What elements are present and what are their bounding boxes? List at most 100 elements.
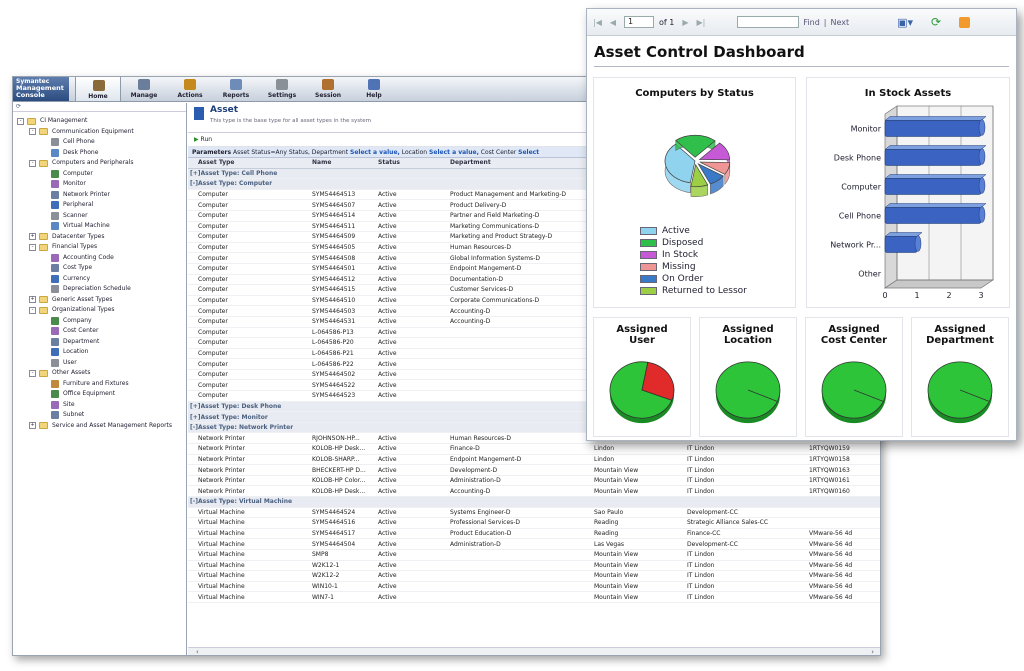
pie-slice-active[interactable] (664, 143, 696, 184)
print-icon[interactable] (959, 16, 971, 28)
table-row[interactable]: Computer SYM54464522 Active (188, 380, 880, 392)
tree-item-desk-phone[interactable]: Desk Phone (13, 148, 186, 159)
group-row[interactable]: [-] Asset Type: Virtual Machine (188, 497, 880, 508)
pie-slice[interactable] (641, 361, 675, 401)
column-header[interactable]: Status (378, 159, 400, 167)
tree-item-scanner[interactable]: Scanner (13, 211, 186, 222)
table-row[interactable]: Virtual Machine W2K12-2 Active Mountain Vie… (188, 571, 880, 582)
tree-item-computer[interactable]: Computer (13, 169, 186, 180)
column-header[interactable]: Name (312, 159, 332, 167)
tree-item-cost-center[interactable]: Cost Center (13, 326, 186, 337)
group-row[interactable]: [+] Asset Type: Monitor (188, 412, 880, 423)
tree-item-computers-and-peripherals[interactable]: - Computers and Peripherals (13, 158, 186, 169)
column-header[interactable]: Department (450, 159, 491, 167)
table-row[interactable]: Computer SYM54464513 Active Product Managem… (188, 190, 880, 201)
tree-item-service-and-asset-management-reports[interactable]: + Service and Asset Management Reports (13, 421, 186, 432)
bar-4[interactable] (884, 236, 918, 253)
refresh-report-icon[interactable]: ⟳ (931, 15, 942, 29)
location-select-link[interactable]: Select a value, (429, 149, 479, 156)
group-row[interactable]: [+] Asset Type: Cell Phone (188, 168, 880, 180)
toolbar-session-button[interactable]: Session (305, 77, 351, 101)
next-page-icon[interactable]: ▶ (682, 17, 689, 27)
collapse-icon[interactable]: - (29, 306, 36, 314)
table-row[interactable]: Computer SYM54464508 Active Global Informat… (188, 253, 880, 264)
tree-item-office-equipment[interactable]: Office Equipment (13, 389, 186, 400)
pie-slice-disposed[interactable] (675, 134, 716, 158)
tree-item-monitor[interactable]: Monitor (13, 179, 186, 190)
first-page-icon[interactable]: |◀ (593, 17, 602, 27)
table-row[interactable]: Virtual Machine SYM54464517 Active Product … (188, 529, 880, 540)
expand-icon[interactable]: + (29, 296, 36, 304)
table-row[interactable]: Computer SYM54464515 Active Customer Servic… (188, 285, 880, 296)
collapse-icon[interactable]: - (17, 117, 24, 125)
pie-slice[interactable] (609, 361, 673, 419)
bar-3[interactable] (884, 207, 982, 224)
table-row[interactable]: Computer SYM54464503 Active Accounting-D (188, 306, 880, 317)
collapse-icon[interactable]: - (29, 243, 36, 251)
table-row[interactable]: Virtual Machine SMP8 Active Mountain View IT… (188, 550, 880, 561)
table-row[interactable]: Virtual Machine SYM54464516 Active Professi… (188, 518, 880, 529)
export-icon[interactable]: ▣▾ (897, 15, 914, 29)
toolbar-help-button[interactable]: Help (351, 77, 397, 101)
pie-slice-on-order[interactable] (697, 163, 724, 185)
group-row[interactable]: [-] Asset Type: Computer (188, 179, 880, 190)
find-link[interactable]: Find (803, 17, 820, 27)
tree-item-datacenter-types[interactable]: + Datacenter Types (13, 232, 186, 243)
table-row[interactable]: Network Printer KOLOB-HP Color... Active Ad… (188, 476, 880, 487)
tree-item-other-assets[interactable]: - Other Assets (13, 368, 186, 379)
tree-item-site[interactable]: Site (13, 400, 186, 411)
group-toggle-icon[interactable]: [-] (190, 180, 198, 188)
table-row[interactable]: Computer SYM54464514 Active Partner and Fie… (188, 211, 880, 222)
collapse-icon[interactable]: - (29, 369, 36, 377)
table-row[interactable]: Computer L-064586-P21 Active (188, 349, 880, 360)
group-toggle-icon[interactable]: [-] (190, 424, 198, 432)
toolbar-reports-button[interactable]: Reports (213, 77, 259, 101)
tree-item-network-printer[interactable]: Network Printer (13, 190, 186, 201)
group-toggle-icon[interactable]: [+] (190, 402, 201, 410)
department-select-link[interactable]: Select a value, (350, 149, 400, 156)
bar-2[interactable] (884, 178, 982, 195)
table-row[interactable]: Computer SYM54464509 Active Marketing and P… (188, 232, 880, 243)
tree-item-cell-phone[interactable]: Cell Phone (13, 137, 186, 148)
table-row[interactable]: Computer L-064586-P13 Active (188, 328, 880, 339)
pie-slice-in-stock[interactable] (698, 142, 730, 161)
tree-item-department[interactable]: Department (13, 337, 186, 348)
table-row[interactable]: Computer SYM54464501 Active Endpoint Mangem… (188, 264, 880, 275)
group-toggle-icon[interactable]: [+] (190, 413, 201, 421)
tree-item-subnet[interactable]: Subnet (13, 410, 186, 421)
table-row[interactable]: Virtual Machine W2K12-1 Active Mountain Vie… (188, 561, 880, 572)
table-row[interactable]: Network Printer BHECKERT-HP D... Active Dev… (188, 465, 880, 476)
table-row[interactable]: Computer SYM54464507 Active Product Deliver… (188, 200, 880, 211)
pie-slice-missing[interactable] (699, 161, 731, 175)
table-row[interactable]: Virtual Machine WIN7-1 Active Mountain View… (188, 592, 880, 603)
page-number-input[interactable]: 1 (624, 16, 655, 28)
table-row[interactable]: Computer SYM54464510 Active Corporate Commu… (188, 296, 880, 307)
tree-item-company[interactable]: Company (13, 316, 186, 327)
tree-item-accounting-code[interactable]: Accounting Code (13, 253, 186, 264)
cost-center-select-link[interactable]: Select (518, 149, 540, 156)
tree-item-cost-type[interactable]: Cost Type (13, 263, 186, 274)
tree-item-furniture-and-fixtures[interactable]: Furniture and Fixtures (13, 379, 186, 390)
table-row[interactable]: Computer SYM54464505 Active Human Resources… (188, 243, 880, 254)
group-toggle-icon[interactable]: [-] (190, 498, 198, 506)
tree-item-user[interactable]: User (13, 358, 186, 369)
table-row[interactable]: Computer SYM54464512 Active Documentation-D (188, 275, 880, 286)
collapse-icon[interactable]: - (29, 159, 36, 167)
table-row[interactable]: Network Printer KOLOB-HP Desk... Active Acc… (188, 486, 880, 497)
table-row[interactable]: Virtual Machine SYM54464504 Active Administ… (188, 539, 880, 550)
tree-item-depreciation-schedule[interactable]: Depreciation Schedule (13, 284, 186, 295)
toolbar-manage-button[interactable]: Manage (121, 77, 167, 101)
table-row[interactable]: Network Printer KOLOB-HP Desk... Active Fin… (188, 444, 880, 455)
table-row[interactable]: Network Printer KOLOB-SHARP... Active Endpo… (188, 455, 880, 466)
table-row[interactable]: Virtual Machine SYM54464524 Active Systems … (188, 508, 880, 519)
table-row[interactable]: Virtual Machine WIN10-1 Active Mountain Vie… (188, 582, 880, 593)
table-row[interactable]: Computer L-064586-P22 Active (188, 359, 880, 370)
tree-item-communication-equipment[interactable]: - Communication Equipment (13, 127, 186, 138)
next-link[interactable]: Next (830, 17, 850, 27)
last-page-icon[interactable]: ▶| (696, 17, 706, 27)
tree-item-peripheral[interactable]: Peripheral (13, 200, 186, 211)
collapse-icon[interactable]: - (29, 128, 36, 136)
table-row[interactable]: Computer L-064586-P20 Active (188, 338, 880, 349)
bar-1[interactable] (884, 149, 982, 166)
toolbar-actions-button[interactable]: Actions (167, 77, 213, 101)
